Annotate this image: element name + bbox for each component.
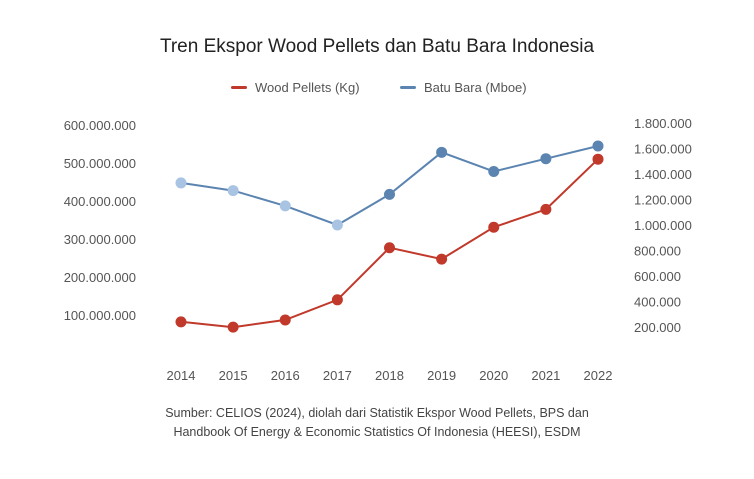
right-axis-tick-label: 800.000 [634, 244, 681, 259]
source-note: Sumber: CELIOS (2024), diolah dari Stati… [0, 404, 754, 442]
x-axis-tick-label: 2014 [167, 368, 196, 383]
right-axis-tick-label: 1.000.000 [634, 218, 692, 233]
data-point-batu-bara [436, 146, 448, 158]
x-axis-tick-label: 2020 [479, 368, 508, 383]
data-point-wood-pellets [175, 316, 187, 328]
data-point-wood-pellets [592, 153, 604, 165]
right-axis-tick-label: 1.200.000 [634, 193, 692, 208]
source-line-1: Sumber: CELIOS (2024), diolah dari Stati… [165, 406, 589, 420]
legend-swatch-batu-bara [400, 85, 416, 89]
x-axis-tick-label: 2019 [427, 368, 456, 383]
left-axis-tick-label: 400.000.000 [64, 194, 136, 209]
data-point-batu-bara [384, 188, 395, 200]
data-point-wood-pellets [331, 294, 343, 306]
right-axis-tick-label: 1.400.000 [634, 167, 692, 182]
right-axis-tick-label: 600.000 [634, 269, 681, 284]
data-point-wood-pellets [540, 203, 552, 215]
data-point-batu-bara [540, 153, 552, 165]
x-axis-tick-label: 2021 [531, 368, 560, 383]
right-axis-tick-label: 1.600.000 [634, 142, 692, 157]
legend-item-batu-bara: Batu Bara (Mboe) [400, 79, 527, 95]
x-axis-tick-label: 2018 [375, 368, 404, 383]
legend-swatch-wood-pellets [231, 85, 247, 89]
data-point-wood-pellets [279, 314, 291, 326]
data-point-batu-bara [175, 177, 187, 189]
source-line-2: Handbook Of Energy & Economic Statistics… [173, 425, 581, 439]
legend-label-wood-pellets: Wood Pellets (Kg) [255, 79, 360, 95]
data-point-wood-pellets [384, 242, 395, 254]
left-axis-tick-label: 600.000.000 [64, 118, 136, 133]
data-point-wood-pellets [488, 221, 500, 233]
data-point-batu-bara [279, 200, 291, 212]
right-axis-tick-label: 1.800.000 [634, 116, 692, 131]
right-axis-tick-label: 200.000 [634, 320, 681, 335]
x-axis-tick-label: 2022 [584, 368, 613, 383]
data-point-batu-bara [331, 219, 343, 231]
chart-title: Tren Ekspor Wood Pellets dan Batu Bara I… [159, 36, 595, 57]
data-point-wood-pellets [227, 321, 239, 333]
right-axis-tick-label: 400.000 [634, 295, 681, 310]
data-point-wood-pellets [436, 253, 448, 265]
left-axis-tick-label: 500.000.000 [64, 156, 136, 171]
x-axis-tick-label: 2015 [219, 368, 248, 383]
left-axis-tick-label: 200.000.000 [64, 270, 136, 285]
x-axis-tick-label: 2016 [271, 368, 300, 383]
left-axis-tick-label: 300.000.000 [64, 232, 136, 247]
left-axis-tick-label: 100.000.000 [64, 308, 136, 323]
data-point-batu-bara [488, 165, 500, 177]
legend-label-batu-bara: Batu Bara (Mboe) [424, 79, 527, 95]
legend-item-wood-pellets: Wood Pellets (Kg) [231, 79, 360, 95]
data-point-batu-bara [592, 140, 604, 152]
data-point-batu-bara [227, 185, 239, 197]
x-axis-tick-label: 2017 [323, 368, 352, 383]
